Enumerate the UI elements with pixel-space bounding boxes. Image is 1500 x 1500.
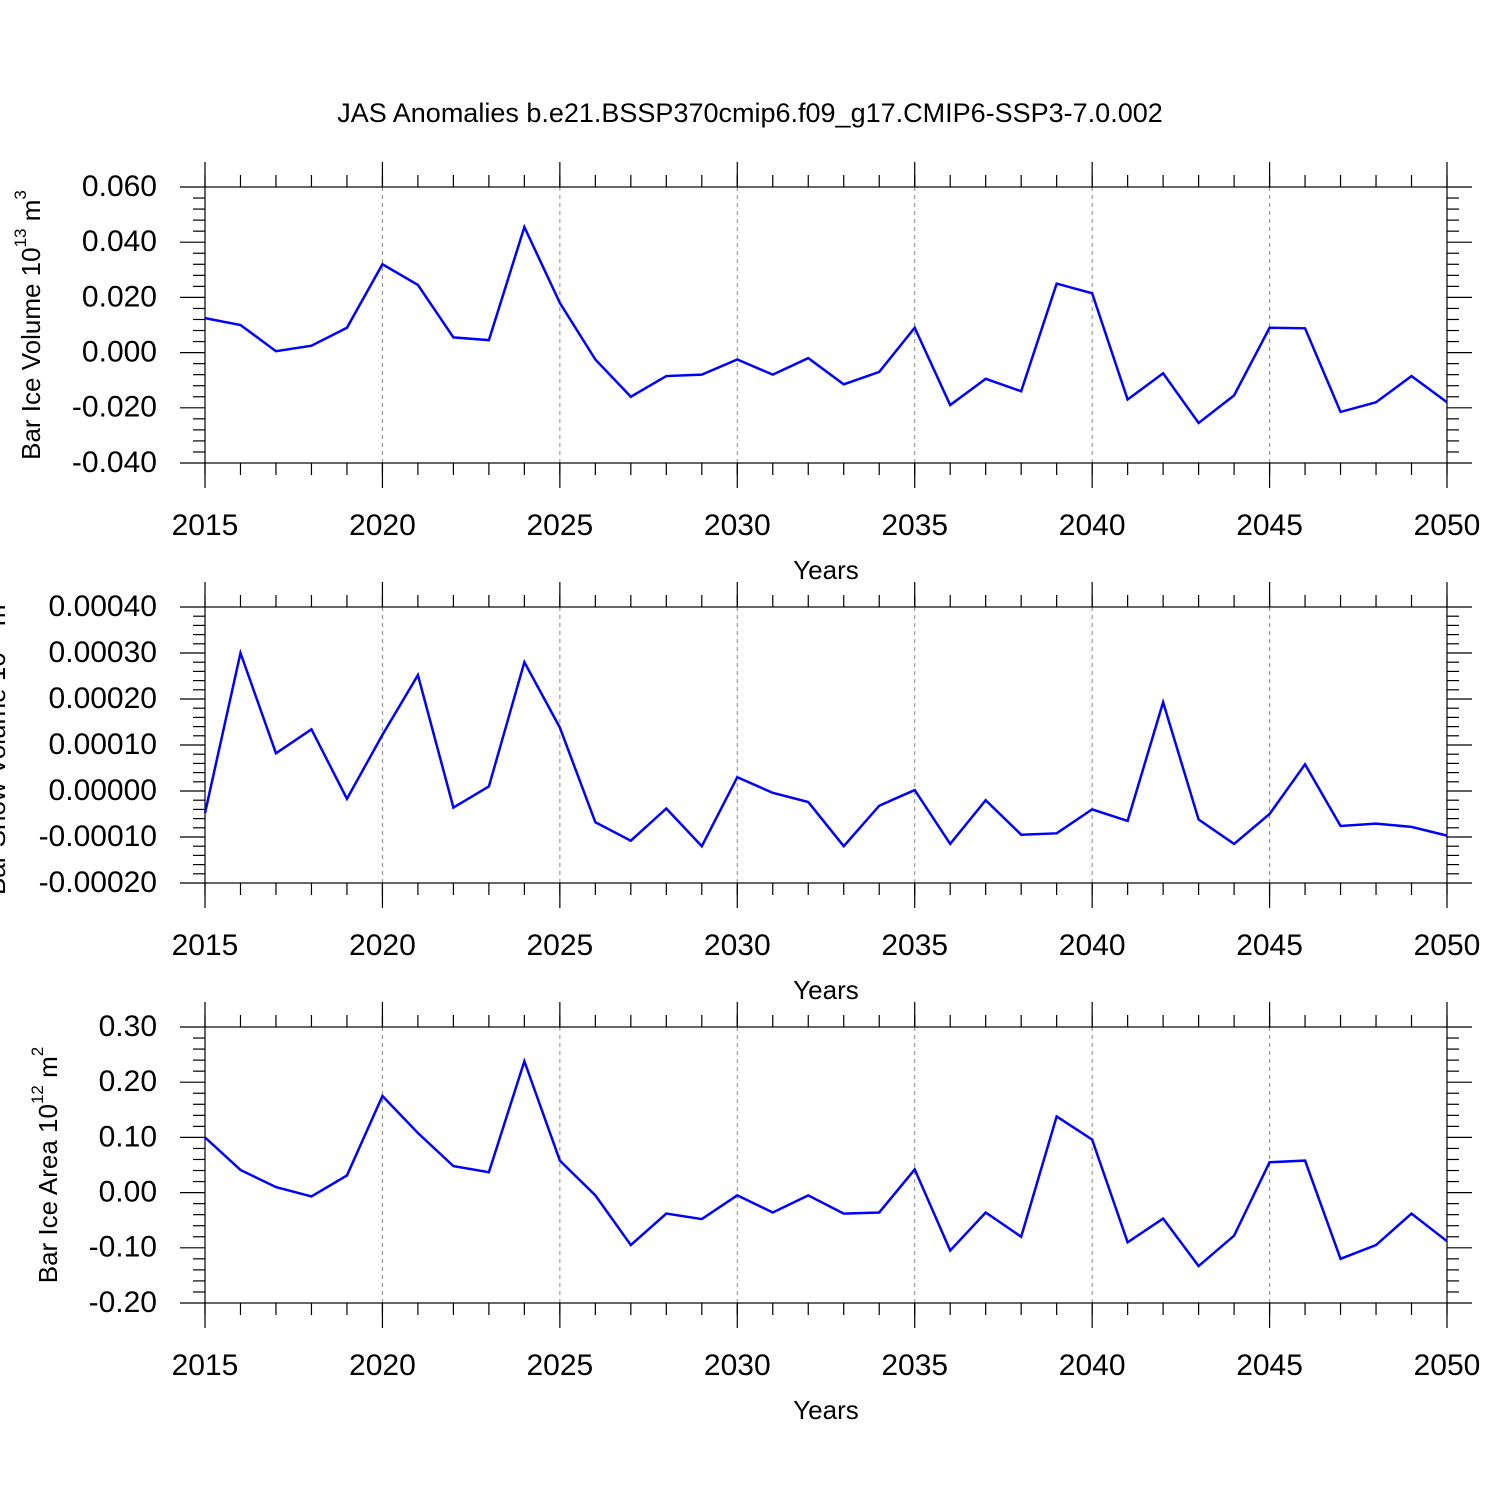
y-axis-label: Bar Ice Volume 1013 m3: [11, 190, 45, 460]
y-tick-label: -0.10: [89, 1231, 157, 1264]
x-tick-label: 2030: [704, 1349, 771, 1382]
plot-frame: [204, 186, 1448, 464]
x-axis-label: Years: [793, 1395, 859, 1425]
x-tick-label: 2050: [1414, 1349, 1481, 1382]
y-tick-label: -0.040: [72, 446, 157, 479]
y-axis-label-part: m: [16, 200, 46, 229]
y-tick-label: 0.30: [99, 1010, 157, 1043]
x-tick-label: 2020: [349, 509, 416, 542]
y-tick-label: 0.00040: [49, 590, 157, 623]
y-tick-label: -0.020: [72, 391, 157, 424]
y-axis-label-part: 2: [28, 1047, 47, 1056]
y-axis-label-part: m: [33, 1056, 63, 1085]
x-tick-label: 2015: [172, 929, 239, 962]
x-axis-label: Years: [793, 555, 859, 585]
x-tick-label: 2025: [526, 929, 593, 962]
y-tick-label: -0.20: [89, 1286, 157, 1319]
plot-frame: [204, 1026, 1448, 1304]
y-axis-label-part: Bar Ice Area 10: [33, 1104, 63, 1283]
y-axis-label-part: Bar Ice Volume 10: [16, 247, 46, 459]
y-tick-label: 0.20: [99, 1065, 157, 1098]
x-tick-label: 2045: [1236, 509, 1303, 542]
plot-frame: [204, 606, 1448, 884]
x-tick-label: 2020: [349, 929, 416, 962]
y-axis-label-part: 13: [11, 228, 30, 247]
y-axis-label-part: 3: [11, 190, 30, 199]
x-tick-label: 2045: [1236, 929, 1303, 962]
y-axis-label: Bar Snow Volume 1013 m3: [0, 595, 11, 895]
y-tick-label: 0.000: [82, 336, 157, 369]
x-tick-label: 2050: [1414, 929, 1481, 962]
y-tick-label: 0.020: [82, 280, 157, 313]
x-tick-label: 2035: [881, 509, 948, 542]
y-tick-label: 0.00020: [49, 682, 157, 715]
x-tick-label: 2035: [881, 1349, 948, 1382]
y-axis-label-part: m: [0, 604, 11, 633]
y-tick-label: 0.00010: [49, 728, 157, 761]
y-tick-label: 0.00: [99, 1176, 157, 1209]
x-tick-label: 2050: [1414, 509, 1481, 542]
x-tick-label: 2025: [526, 509, 593, 542]
y-tick-label: -0.00010: [39, 820, 157, 853]
y-tick-label: 0.060: [82, 170, 157, 203]
x-tick-label: 2040: [1059, 929, 1126, 962]
x-tick-label: 2045: [1236, 1349, 1303, 1382]
y-tick-label: -0.00020: [39, 866, 157, 899]
x-tick-label: 2040: [1059, 1349, 1126, 1382]
data-line: [204, 223, 1448, 425]
x-tick-label: 2035: [881, 929, 948, 962]
x-tick-label: 2015: [172, 1349, 239, 1382]
data-line: [203, 648, 1448, 849]
chart-title: JAS Anomalies b.e21.BSSP370cmip6.f09_g17…: [337, 98, 1163, 128]
x-tick-label: 2020: [349, 1349, 416, 1382]
y-tick-label: 0.00000: [49, 774, 157, 807]
x-tick-label: 2030: [704, 929, 771, 962]
y-axis-label-part: Bar Snow Volume 10: [0, 652, 11, 895]
y-axis-label-part: 12: [28, 1085, 47, 1104]
y-tick-label: 0.10: [99, 1120, 157, 1153]
x-tick-label: 2015: [172, 509, 239, 542]
x-tick-label: 2030: [704, 509, 771, 542]
x-axis-label: Years: [793, 975, 859, 1005]
y-tick-label: 0.00030: [49, 636, 157, 669]
data-line: [204, 1057, 1448, 1268]
x-tick-label: 2025: [526, 1349, 593, 1382]
y-tick-label: 0.040: [82, 225, 157, 258]
y-axis-label: Bar Ice Area 1012 m2: [28, 1047, 62, 1284]
x-tick-label: 2040: [1059, 509, 1126, 542]
